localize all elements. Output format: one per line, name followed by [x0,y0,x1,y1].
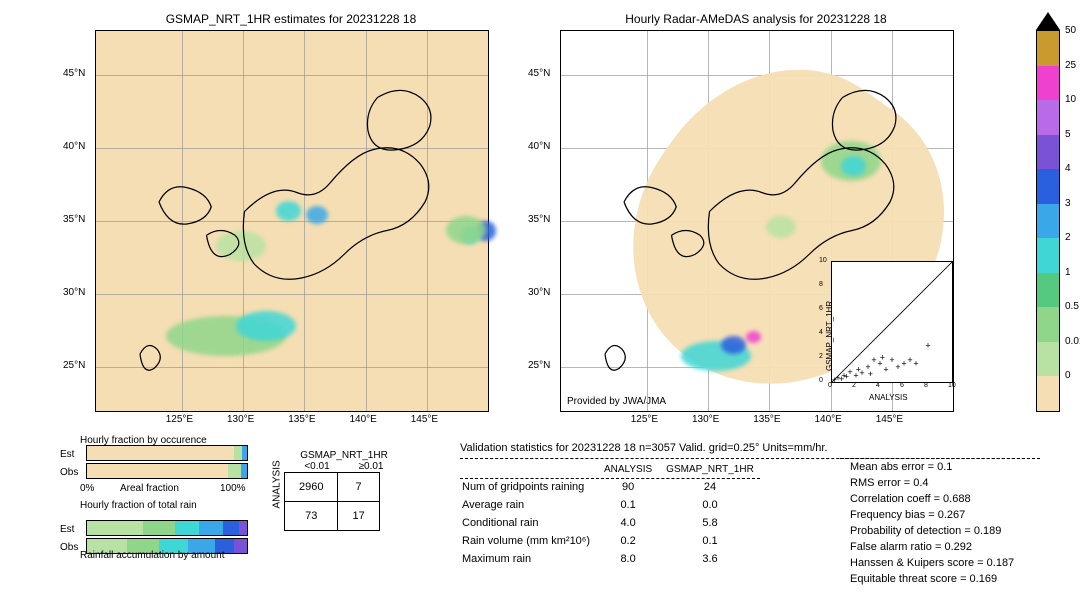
ytick-label: 35°N [528,214,550,225]
svg-text:+: + [859,368,864,378]
xtick-label: 135°E [753,414,780,425]
bar-row-label: Obs [60,467,82,478]
dash-3 [840,458,1040,459]
colorbar-tick: 2 [1065,232,1071,243]
xtick-label: 140°E [350,414,377,425]
svg-text:+: + [847,367,852,377]
ytick-label: 45°N [528,68,550,79]
ytick-label: 25°N [63,360,85,371]
colorbar-tick: 0.5 [1065,301,1079,312]
svg-text:+: + [913,358,918,368]
xtick-label: 145°E [876,414,903,425]
comparison-table: ANALYSISGSMAP_NRT_1HRNum of gridpoints r… [460,460,768,569]
ytick-label: 45°N [63,68,85,79]
occ-axis-title: Areal fraction [120,483,179,494]
score-item: Correlation coeff = 0.688 [850,492,1014,508]
colorbar-tick: 50 [1065,25,1076,36]
occ-axis-100: 100% [220,483,246,494]
xtick-label: 125°E [631,414,658,425]
score-list: Mean abs error = 0.1RMS error = 0.4Corre… [850,460,1014,588]
ytick-label: 35°N [63,214,85,225]
colorbar: 502510543210.50.010 [1036,30,1060,412]
inset-scatter: +++++++++++++++++++++ [831,261,953,383]
colorbar-tick: 25 [1065,60,1076,71]
svg-text:+: + [883,364,888,374]
ytick-label: 40°N [528,141,550,152]
right-map: Provided by JWA/JMA ++++++++++++++++++++… [560,30,954,412]
xtick-label: 145°E [411,414,438,425]
colorbar-tick: 4 [1065,163,1071,174]
score-item: Hanssen & Kuipers score = 0.187 [850,556,1014,572]
ytick-label: 30°N [63,287,85,298]
score-item: Mean abs error = 0.1 [850,460,1014,476]
occ-axis-0: 0% [80,483,94,494]
score-item: Frequency bias = 0.267 [850,508,1014,524]
left-map-title: GSMAP_NRT_1HR estimates for 20231228 18 [95,12,487,26]
ytick-label: 40°N [63,141,85,152]
svg-text:+: + [871,355,876,365]
svg-text:+: + [925,340,930,350]
left-map [95,30,489,412]
svg-text:+: + [868,369,873,379]
xtick-label: 135°E [288,414,315,425]
xtick-label: 125°E [166,414,193,425]
right-map-title: Hourly Radar-AMeDAS analysis for 2023122… [560,12,952,26]
svg-text:+: + [880,352,885,362]
xtick-label: 130°E [692,414,719,425]
bar-row-label: Est [60,449,82,460]
colorbar-arrow-icon [1036,12,1060,30]
ytick-label: 30°N [528,287,550,298]
occurrence-bars: Est Obs [60,445,248,481]
colorbar-tick: 1 [1065,267,1071,278]
colorbar-tick: 5 [1065,129,1071,140]
svg-text:+: + [907,355,912,365]
colorbar-tick: 10 [1065,94,1076,105]
ytick-label: 25°N [528,360,550,371]
score-item: False alarm ratio = 0.292 [850,540,1014,556]
validation-header: Validation statistics for 20231228 18 n=… [460,442,828,454]
dash-2 [460,478,760,479]
svg-text:+: + [889,355,894,365]
contingency-table: GSMAP_NRT_1HR<0.01≥0.01ANALYSIS296077317 [270,450,398,531]
colorbar-tick: 0.01 [1065,336,1080,347]
svg-text:+: + [901,358,906,368]
total-title: Hourly fraction of total rain [80,500,197,511]
total-footer: Rainfall accumulation by amount [80,550,225,561]
score-item: Probability of detection = 0.189 [850,524,1014,540]
bar-row-label: Obs [60,542,82,553]
colorbar-tick: 3 [1065,198,1071,209]
colorbar-tick: 0 [1065,370,1071,381]
score-item: RMS error = 0.4 [850,476,1014,492]
svg-text:+: + [895,362,900,372]
xtick-label: 130°E [227,414,254,425]
xtick-label: 140°E [815,414,842,425]
score-item: Equitable threat score = 0.169 [850,572,1014,588]
bar-row-label: Est [60,524,82,535]
